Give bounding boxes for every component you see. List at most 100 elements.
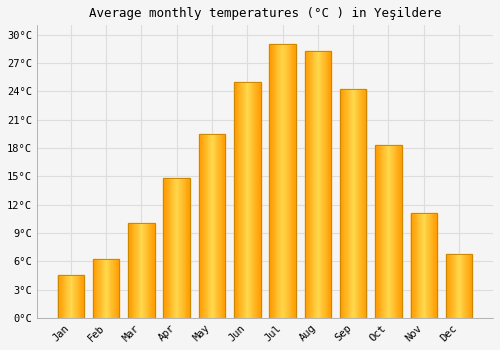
Bar xyxy=(102,259,104,318)
Bar xyxy=(167,178,168,318)
Bar xyxy=(418,213,420,318)
Bar xyxy=(178,178,180,318)
Bar xyxy=(202,134,203,318)
Bar xyxy=(148,224,150,318)
Bar xyxy=(93,259,120,318)
Bar xyxy=(251,82,252,318)
Bar xyxy=(249,82,250,318)
Bar xyxy=(451,254,452,318)
Bar xyxy=(150,224,151,318)
Bar xyxy=(105,259,106,318)
Bar xyxy=(146,224,148,318)
Bar xyxy=(394,145,396,318)
Bar xyxy=(279,44,280,318)
Bar xyxy=(401,145,402,318)
Bar xyxy=(356,89,358,318)
Bar xyxy=(198,134,200,318)
Bar xyxy=(206,134,208,318)
Bar xyxy=(360,89,361,318)
Bar xyxy=(71,275,72,318)
Bar xyxy=(460,254,461,318)
Bar xyxy=(428,213,429,318)
Bar xyxy=(468,254,469,318)
Bar xyxy=(116,259,117,318)
Bar xyxy=(174,178,175,318)
Bar xyxy=(164,178,190,318)
Bar xyxy=(308,51,309,318)
Bar xyxy=(317,51,318,318)
Bar xyxy=(170,178,172,318)
Bar xyxy=(100,259,101,318)
Bar xyxy=(198,134,225,318)
Bar xyxy=(270,44,271,318)
Bar xyxy=(328,51,330,318)
Bar xyxy=(144,224,145,318)
Bar xyxy=(396,145,398,318)
Bar xyxy=(83,275,84,318)
Bar xyxy=(448,254,450,318)
Bar xyxy=(325,51,326,318)
Bar xyxy=(131,224,132,318)
Bar xyxy=(350,89,352,318)
Bar xyxy=(210,134,211,318)
Bar xyxy=(294,44,295,318)
Bar xyxy=(340,89,366,318)
Bar xyxy=(219,134,220,318)
Bar xyxy=(118,259,120,318)
Bar xyxy=(310,51,311,318)
Bar xyxy=(99,259,100,318)
Bar xyxy=(318,51,319,318)
Bar xyxy=(376,145,377,318)
Bar xyxy=(213,134,214,318)
Bar xyxy=(93,259,120,318)
Bar xyxy=(322,51,323,318)
Bar xyxy=(361,89,362,318)
Bar xyxy=(290,44,292,318)
Bar xyxy=(75,275,76,318)
Bar xyxy=(259,82,260,318)
Bar xyxy=(234,82,235,318)
Bar xyxy=(172,178,173,318)
Bar xyxy=(315,51,316,318)
Bar xyxy=(273,44,274,318)
Bar xyxy=(464,254,466,318)
Bar xyxy=(222,134,224,318)
Bar xyxy=(180,178,181,318)
Bar xyxy=(274,44,276,318)
Bar xyxy=(380,145,382,318)
Bar xyxy=(413,213,414,318)
Bar xyxy=(282,44,284,318)
Bar xyxy=(272,44,273,318)
Bar xyxy=(416,213,418,318)
Bar xyxy=(200,134,202,318)
Bar xyxy=(410,213,437,318)
Bar xyxy=(410,213,412,318)
Bar xyxy=(248,82,249,318)
Bar xyxy=(286,44,287,318)
Bar xyxy=(382,145,383,318)
Bar xyxy=(216,134,218,318)
Bar xyxy=(108,259,110,318)
Bar xyxy=(295,44,296,318)
Bar xyxy=(151,224,152,318)
Bar xyxy=(323,51,324,318)
Bar xyxy=(70,275,71,318)
Bar xyxy=(393,145,394,318)
Bar xyxy=(142,224,143,318)
Bar xyxy=(243,82,244,318)
Bar xyxy=(74,275,75,318)
Bar xyxy=(234,82,260,318)
Bar xyxy=(250,82,251,318)
Bar xyxy=(244,82,246,318)
Bar xyxy=(446,254,472,318)
Bar xyxy=(436,213,437,318)
Bar xyxy=(316,51,317,318)
Bar xyxy=(130,224,131,318)
Bar xyxy=(189,178,190,318)
Bar xyxy=(324,51,325,318)
Bar xyxy=(352,89,353,318)
Bar xyxy=(434,213,436,318)
Bar xyxy=(135,224,136,318)
Bar xyxy=(203,134,204,318)
Bar xyxy=(430,213,431,318)
